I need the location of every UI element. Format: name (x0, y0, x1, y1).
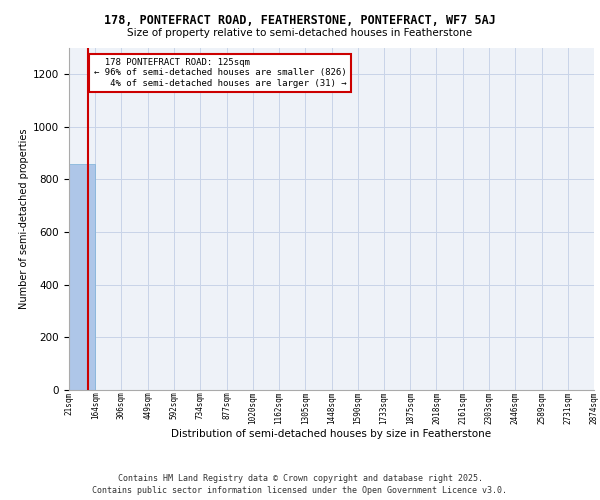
Text: 178, PONTEFRACT ROAD, FEATHERSTONE, PONTEFRACT, WF7 5AJ: 178, PONTEFRACT ROAD, FEATHERSTONE, PONT… (104, 14, 496, 27)
Text: Contains HM Land Registry data © Crown copyright and database right 2025.
Contai: Contains HM Land Registry data © Crown c… (92, 474, 508, 495)
X-axis label: Distribution of semi-detached houses by size in Featherstone: Distribution of semi-detached houses by … (172, 430, 491, 440)
Text: 178 PONTEFRACT ROAD: 125sqm
← 96% of semi-detached houses are smaller (826)
   4: 178 PONTEFRACT ROAD: 125sqm ← 96% of sem… (94, 58, 346, 88)
Y-axis label: Number of semi-detached properties: Number of semi-detached properties (19, 128, 29, 309)
Bar (69, 164, 95, 390)
Text: Size of property relative to semi-detached houses in Featherstone: Size of property relative to semi-detach… (127, 28, 473, 38)
